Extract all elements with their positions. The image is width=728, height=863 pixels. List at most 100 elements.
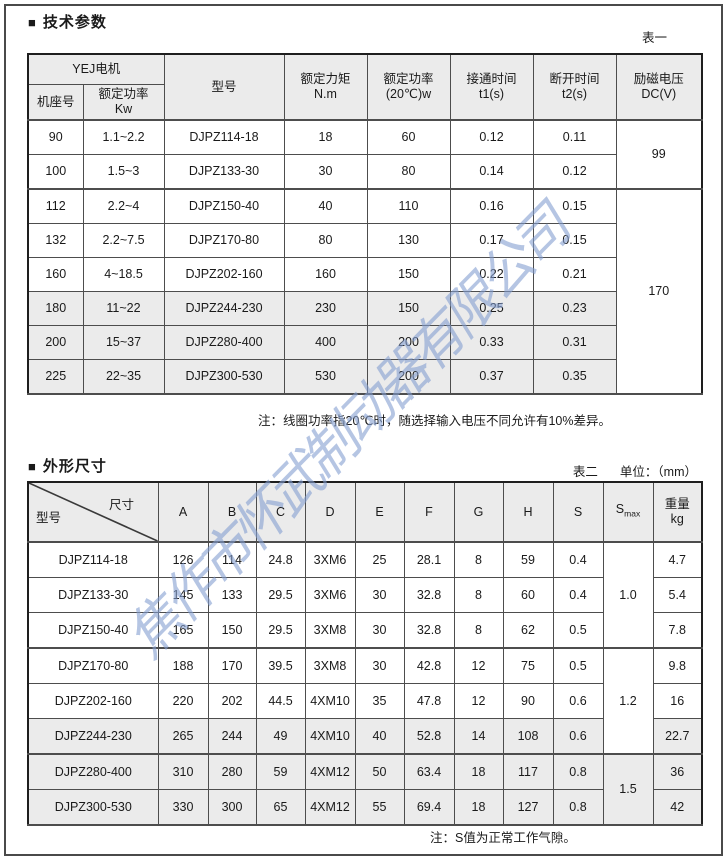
header-model-label: 型号 [36, 511, 62, 525]
table-cell: 145 [157, 577, 209, 613]
table-cell: 4XM12 [304, 789, 356, 826]
table-cell: DJPZ280-400 [163, 325, 285, 360]
table-cell: 280 [207, 753, 257, 790]
table-cell: 59 [502, 541, 554, 578]
dimensions-table-body: DJPZ114-18 126 114 24.8 3XM6 25 28.1 8 59 0.4 1.0 4… [27, 541, 703, 826]
header-line: (20℃)w [385, 87, 432, 101]
table-cell: 202 [207, 683, 257, 719]
table-cell: 9.8 [652, 647, 703, 684]
dimensions-table: 尺寸 型号 A B C D E F G H S Smax 重量 kg DJPZ1… [27, 481, 703, 826]
table-cell: 40 [283, 188, 368, 224]
table-cell: 0.16 [449, 188, 534, 224]
table-row: DJPZ114-18 126 114 24.8 3XM6 25 28.1 8 59 0.4 1.0 4… [27, 541, 703, 649]
header-line: t1(s) [479, 87, 504, 101]
table-cell: 28.1 [403, 541, 455, 578]
header-engage-time: 接通时间 t1(s) [449, 53, 534, 121]
table-cell: 36 [652, 753, 703, 790]
table-cell: 110 [366, 188, 451, 224]
table-cell: 4XM10 [304, 718, 356, 755]
row-key-cell: 90 [27, 119, 84, 155]
table-cell: 55 [354, 789, 405, 826]
table-cell: 0.12 [532, 154, 617, 190]
table-cell: 49 [255, 718, 306, 755]
table-cell: 14 [453, 718, 504, 755]
smax-subscript: max [624, 508, 641, 519]
table-cell: 5.4 [652, 577, 703, 613]
header-dim-d: D [304, 481, 356, 543]
table-cell: 24.8 [255, 541, 306, 578]
table-cell: 30 [354, 577, 405, 613]
table-cell: 0.21 [532, 257, 617, 292]
table-cell: 0.37 [449, 359, 534, 395]
dimensions-table-header: 尺寸 型号 A B C D E F G H S Smax 重量 kg [27, 481, 703, 543]
table-cell: 15~37 [82, 325, 165, 360]
header-row: YEJ电机 型号 额定力矩 N.m 额定功率 (20℃)w 接通时间 t1(s)… [27, 53, 703, 121]
table-row: DJPZ150-40 165 150 29.5 3XM8 30 32.8 8 62 0.5 7.8 [27, 612, 703, 649]
row-key-cell: 225 [27, 359, 84, 395]
table-cell: 60 [502, 577, 554, 613]
table-cell: 50 [354, 753, 405, 790]
header-rated-power-kw: 额定功率 Kw [82, 84, 165, 121]
merged-cell: 1.5 [602, 753, 654, 826]
table-cell: 40 [354, 718, 405, 755]
table-cell: 80 [366, 154, 451, 190]
row-key-cell: 112 [27, 188, 84, 224]
table-row: 160 4~18.5 DJPZ202-160 160 150 0.22 0.21 [27, 257, 702, 292]
table-cell: 0.8 [552, 789, 604, 826]
table-cell: 62 [502, 612, 554, 649]
row-key-cell: 132 [27, 223, 84, 258]
table-cell: 0.25 [449, 291, 534, 326]
table-cell: 12 [453, 647, 504, 684]
section-title-text: 技术参数 [42, 14, 107, 31]
table-row: 132 2.2~7.5 DJPZ170-80 80 130 0.17 0.15 [27, 223, 702, 258]
table-cell: 4XM10 [304, 683, 356, 719]
table-cell: 0.22 [449, 257, 534, 292]
table-row: 200 15~37 DJPZ280-400 400 200 0.33 0.31 [27, 325, 702, 360]
table-cell: 0.15 [532, 188, 617, 224]
table-cell: 75 [502, 647, 554, 684]
table-cell: 42.8 [403, 647, 455, 684]
header-dim-f: F [403, 481, 455, 543]
table-cell: 29.5 [255, 612, 306, 649]
row-key-cell: DJPZ244-230 [27, 718, 159, 755]
table-row: 112 2.2~4 DJPZ150-40 40 110 0.16 0.15 170 [27, 188, 703, 395]
row-key-cell: DJPZ300-530 [27, 789, 159, 826]
table-cell: 63.4 [403, 753, 455, 790]
table-cell: 0.4 [552, 541, 604, 578]
header-rated-torque: 额定力矩 N.m [283, 53, 368, 121]
table-cell: 30 [283, 154, 368, 190]
section-title-tech-params: ■ 技术参数 [28, 11, 107, 32]
table-cell: 400 [283, 325, 368, 360]
table-cell: 0.14 [449, 154, 534, 190]
header-line: 断开时间 [549, 72, 600, 86]
table-one-note: 注：线圈功率指20℃时，随选择输入电压不同允许有10%差异。 [258, 414, 611, 428]
table-cell: 244 [207, 718, 257, 755]
table-cell: 0.8 [552, 753, 604, 790]
header-dimension-label: 尺寸 [109, 498, 135, 512]
table-cell: 0.5 [552, 612, 604, 649]
table-row: DJPZ133-30 145 133 29.5 3XM6 30 32.8 8 60 0.4 5.4 [27, 577, 703, 613]
table-cell: 29.5 [255, 577, 306, 613]
table-cell: 90 [502, 683, 554, 719]
table-cell: 1.5~3 [82, 154, 165, 190]
table-cell: 220 [157, 683, 209, 719]
table-cell: 7.8 [652, 612, 703, 649]
table-two-label: 表二 [572, 465, 598, 479]
table-row: DJPZ300-530 330 300 65 4XM12 55 69.4 18 127 0.8 42 [27, 789, 703, 826]
table-cell: DJPZ170-80 [163, 223, 285, 258]
header-line: kg [670, 512, 684, 526]
table-cell: 170 [207, 647, 257, 684]
table-row: DJPZ202-160 220 202 44.5 4XM10 35 47.8 12 90 0.6 1… [27, 683, 703, 719]
table-cell: 0.33 [449, 325, 534, 360]
unit-label: 单位：（mm） [619, 465, 697, 479]
table-row: DJPZ170-80 188 170 39.5 3XM8 30 42.8 12 75 0.5 1.2… [27, 647, 703, 755]
header-dim-e: E [354, 481, 405, 543]
header-excitation-voltage: 励磁电压 DC(V) [615, 53, 703, 121]
table-cell: 11~22 [82, 291, 165, 326]
tech-params-table: YEJ电机 型号 额定力矩 N.m 额定功率 (20℃)w 接通时间 t1(s)… [27, 53, 703, 395]
header-weight: 重量 kg [652, 481, 703, 543]
table-cell: 0.11 [532, 119, 617, 155]
header-line: 额定力矩 [300, 72, 351, 86]
table-cell: 44.5 [255, 683, 306, 719]
table-cell: 0.12 [449, 119, 534, 155]
